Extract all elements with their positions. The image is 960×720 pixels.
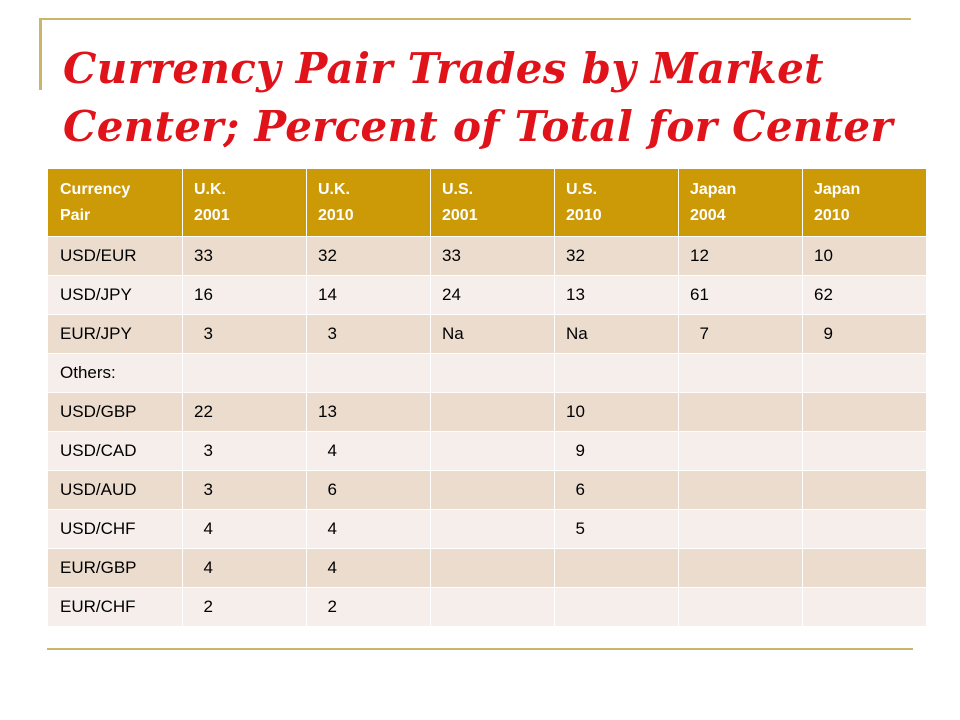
value-cell: 4	[306, 509, 431, 549]
value-cell	[802, 548, 927, 588]
value-cell	[678, 353, 803, 393]
value-cell: 4	[306, 548, 431, 588]
value-cell	[430, 470, 555, 510]
col-header-uk-2010: U.K. 2010	[306, 168, 431, 237]
value-cell	[802, 509, 927, 549]
value-cell	[678, 548, 803, 588]
value-cell: 2	[182, 587, 307, 627]
slide-title: Currency Pair Trades by Market Center; P…	[63, 44, 893, 151]
value-cell: 16	[182, 275, 307, 315]
col-header-japan-2004: Japan 2004	[678, 168, 803, 237]
col-header-uk-2001: U.K. 2001	[182, 168, 307, 237]
col-header-currency-pair: Currency Pair	[47, 168, 183, 237]
value-cell: 13	[554, 275, 679, 315]
value-cell	[430, 392, 555, 432]
col-header-us-2001: U.S. 2001	[430, 168, 555, 237]
value-cell: 32	[554, 236, 679, 276]
table-row: USD/CHF 4 4 5	[47, 509, 927, 549]
value-cell	[802, 587, 927, 627]
value-cell: 14	[306, 275, 431, 315]
value-cell	[554, 353, 679, 393]
value-cell: 62	[802, 275, 927, 315]
row-label-cell: USD/GBP	[47, 392, 183, 432]
value-cell: 3	[306, 314, 431, 354]
value-cell: 32	[306, 236, 431, 276]
currency-pair-table: Currency Pair U.K. 2001 U.K. 2010 U.S. 2…	[47, 168, 927, 627]
col-header-us-2010: U.S. 2010	[554, 168, 679, 237]
value-cell	[802, 470, 927, 510]
value-cell: 9	[554, 431, 679, 471]
value-cell	[554, 548, 679, 588]
value-cell: 3	[182, 431, 307, 471]
value-cell	[678, 470, 803, 510]
value-cell	[430, 548, 555, 588]
value-cell: 24	[430, 275, 555, 315]
row-label-cell: USD/JPY	[47, 275, 183, 315]
row-label-cell: USD/AUD	[47, 470, 183, 510]
table-row: Others:	[47, 353, 927, 393]
row-label-cell: USD/EUR	[47, 236, 183, 276]
table-row: USD/JPY 16 14 24 13 61 62	[47, 275, 927, 315]
table-row: USD/EUR 33 32 33 32 12 10	[47, 236, 927, 276]
row-label-cell: EUR/CHF	[47, 587, 183, 627]
value-cell	[802, 431, 927, 471]
value-cell: 33	[182, 236, 307, 276]
decorative-bottom-rule	[47, 648, 913, 650]
value-cell	[182, 353, 307, 393]
value-cell	[430, 587, 555, 627]
row-label-cell: EUR/GBP	[47, 548, 183, 588]
value-cell: 61	[678, 275, 803, 315]
value-cell: 3	[182, 470, 307, 510]
value-cell: 4	[182, 509, 307, 549]
row-label-cell: Others:	[47, 353, 183, 393]
value-cell	[430, 431, 555, 471]
value-cell: 6	[306, 470, 431, 510]
table-row: EUR/JPY 3 3 Na Na 7 9	[47, 314, 927, 354]
value-cell: 10	[554, 392, 679, 432]
value-cell: 10	[802, 236, 927, 276]
col-header-japan-2010: Japan 2010	[802, 168, 927, 237]
header-row: Currency Pair U.K. 2001 U.K. 2010 U.S. 2…	[47, 168, 927, 237]
table-row: USD/CAD 3 4 9	[47, 431, 927, 471]
value-cell	[678, 509, 803, 549]
value-cell: 2	[306, 587, 431, 627]
value-cell: 22	[182, 392, 307, 432]
table-row: USD/GBP 22 13 10	[47, 392, 927, 432]
value-cell: 4	[182, 548, 307, 588]
value-cell: 6	[554, 470, 679, 510]
decorative-top-rule	[39, 18, 911, 20]
value-cell	[430, 353, 555, 393]
value-cell	[678, 392, 803, 432]
row-label-cell: EUR/JPY	[47, 314, 183, 354]
table-row: EUR/CHF 2 2	[47, 587, 927, 627]
value-cell	[554, 587, 679, 627]
value-cell	[306, 353, 431, 393]
table-body: USD/EUR 33 32 33 32 12 10 USD/JPY 16 14 24 13 61 62 EU…	[47, 236, 927, 627]
value-cell	[430, 509, 555, 549]
row-label-cell: USD/CAD	[47, 431, 183, 471]
value-cell: 12	[678, 236, 803, 276]
value-cell	[802, 392, 927, 432]
table-row: USD/AUD 3 6 6	[47, 470, 927, 510]
value-cell: Na	[430, 314, 555, 354]
value-cell: 33	[430, 236, 555, 276]
decorative-vertical-rule	[39, 18, 42, 90]
value-cell	[802, 353, 927, 393]
value-cell: 13	[306, 392, 431, 432]
value-cell: 4	[306, 431, 431, 471]
value-cell: 3	[182, 314, 307, 354]
table-row: EUR/GBP 4 4	[47, 548, 927, 588]
value-cell	[678, 587, 803, 627]
value-cell: 5	[554, 509, 679, 549]
value-cell: 7	[678, 314, 803, 354]
value-cell	[678, 431, 803, 471]
value-cell: 9	[802, 314, 927, 354]
row-label-cell: USD/CHF	[47, 509, 183, 549]
value-cell: Na	[554, 314, 679, 354]
